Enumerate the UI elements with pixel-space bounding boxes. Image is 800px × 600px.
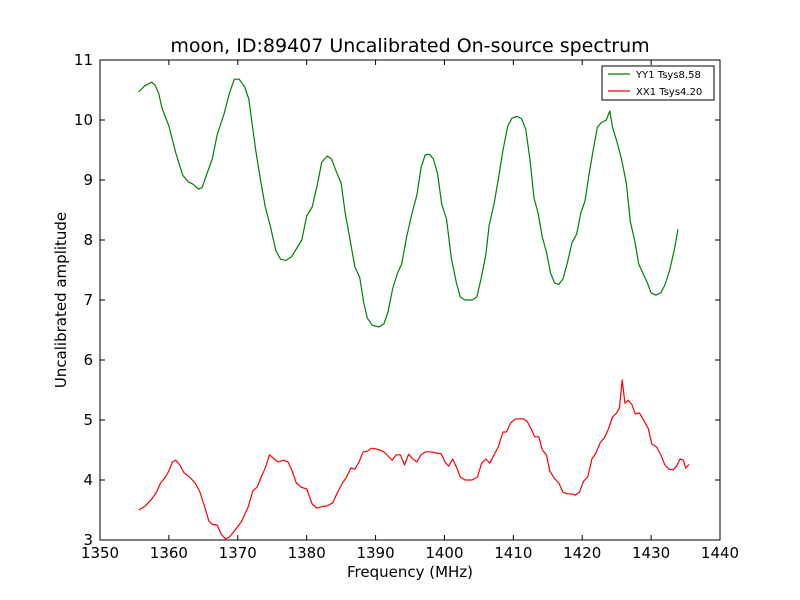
x-tick-label: 1430 (632, 544, 670, 562)
ticks-group: 1350 1360 1370 1380 1390 1400 1410 1420 1430 1440… (74, 51, 739, 562)
plot-area (100, 60, 720, 540)
y-tick-label: 6 (83, 351, 93, 369)
chart-title: moon, ID:89407 Uncalibrated On-source sp… (170, 35, 649, 57)
x-tick-label: 1370 (219, 544, 257, 562)
x-tick-label: 1380 (288, 544, 326, 562)
x-axis-label: Frequency (MHz) (347, 563, 473, 581)
series-group (138, 78, 690, 540)
x-tick-label: 1410 (494, 544, 532, 562)
y-tick-label: 11 (74, 51, 93, 69)
y-axis-label: Uncalibrated amplitude (52, 212, 70, 388)
x-tick-label: 1400 (425, 544, 463, 562)
x-tick-label: 1440 (701, 544, 739, 562)
legend-label-xx1: XX1 Tsys4.20 (636, 87, 702, 98)
y-tick-label: 3 (83, 531, 93, 549)
x-tick-label: 1360 (150, 544, 188, 562)
x-tick-label: 1350 (81, 544, 119, 562)
x-tick-label: 1390 (356, 544, 394, 562)
legend-label-yy1: YY1 Tsys8.58 (635, 70, 701, 81)
y-tick-label: 8 (83, 231, 93, 249)
y-tick-label: 9 (83, 171, 93, 189)
series-line-xx1 (138, 379, 690, 540)
legend: YY1 Tsys8.58 XX1 Tsys4.20 (601, 65, 715, 101)
y-tick-label: 4 (83, 471, 93, 489)
y-tick-label: 5 (83, 411, 93, 429)
y-tick-label: 7 (83, 291, 93, 309)
y-tick-label: 10 (74, 111, 93, 129)
x-tick-label: 1420 (563, 544, 601, 562)
legend-box (601, 65, 715, 101)
axes-frame (99, 59, 721, 541)
series-line-yy1 (138, 78, 679, 328)
